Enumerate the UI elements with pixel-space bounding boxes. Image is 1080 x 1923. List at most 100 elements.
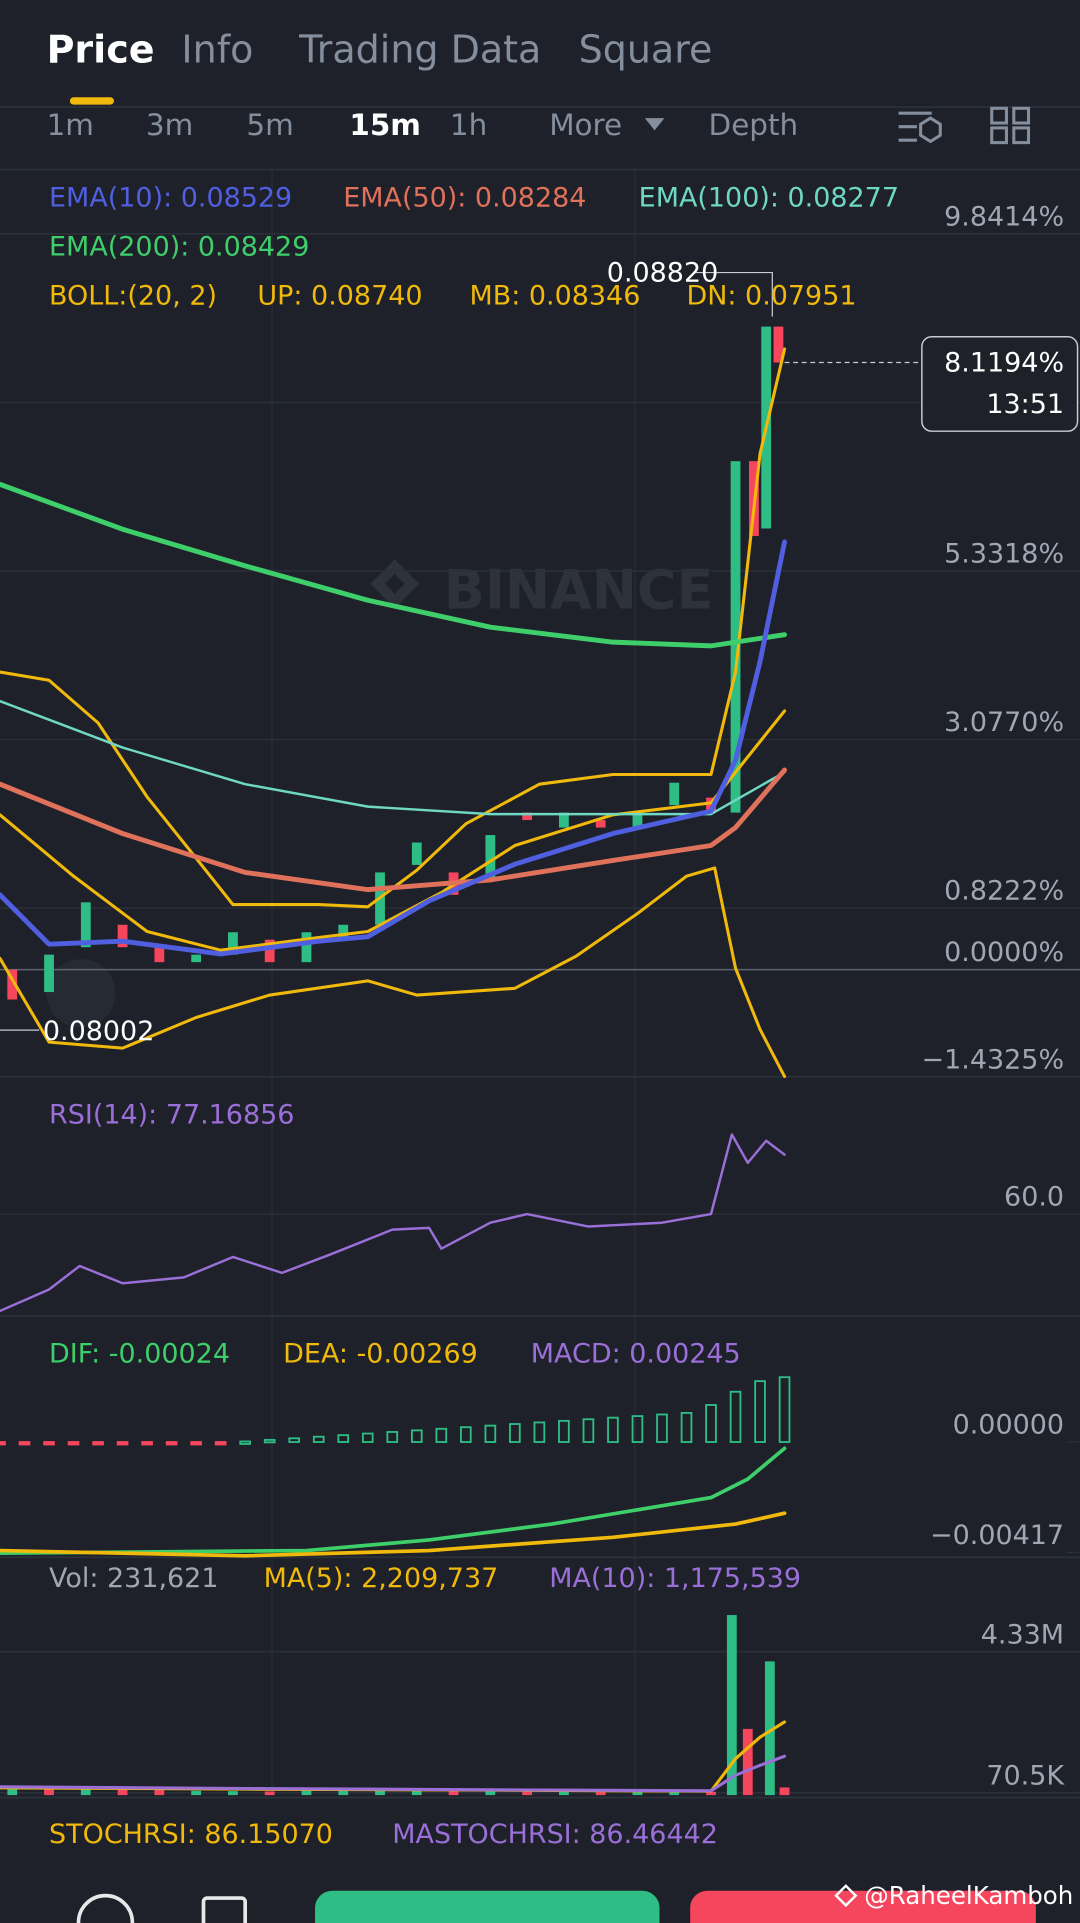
legend-entry: EMA(10): 0.08529: [49, 183, 292, 214]
macd-bar: [631, 1415, 644, 1443]
candle: [595, 820, 606, 828]
macd-bar: [67, 1441, 80, 1446]
volume-bar: [301, 1790, 312, 1796]
interval[interactable]: 3m: [146, 108, 193, 142]
volume-bar: [264, 1791, 275, 1796]
y-tick-label: 0.0000%: [944, 937, 1064, 968]
candle: [632, 812, 643, 828]
macd-bar: [778, 1376, 791, 1443]
volume-bar: [80, 1788, 91, 1796]
legend-entry: MA(5): 2,209,737: [264, 1563, 499, 1594]
volume-bar: [742, 1728, 753, 1796]
y-tick-label: 4.33M: [981, 1619, 1064, 1650]
high-pointer: [693, 271, 773, 317]
countdown: 13:51: [986, 389, 1064, 420]
candle: [522, 812, 533, 821]
macd-bar: [190, 1441, 202, 1446]
indicator-label: BOLL:(20, 2): [49, 281, 217, 312]
indicator-line: [0, 699, 786, 816]
volume-bar: [559, 1791, 569, 1796]
candle: [706, 797, 716, 813]
credit: @RaheelKamboh: [864, 1881, 1073, 1910]
tab[interactable]: Square: [579, 27, 713, 71]
current-change: 8.1194%: [944, 347, 1064, 378]
macd-bar: [214, 1441, 227, 1446]
volume-bar: [522, 1791, 533, 1796]
current-price-box: [921, 336, 1079, 432]
orders-icon[interactable]: [201, 1896, 248, 1923]
volume-bar: [595, 1791, 606, 1796]
legend-entry: MB: 0.08346: [470, 281, 641, 312]
interval[interactable]: 1m: [47, 108, 94, 142]
y-tick-label: 9.8414%: [944, 201, 1064, 232]
tab-indicator: [69, 97, 115, 105]
macd-bar: [410, 1429, 423, 1443]
legend-entry: EMA(100): 0.08277: [639, 183, 899, 214]
interval[interactable]: 1h: [450, 108, 487, 142]
macd-bar: [656, 1413, 668, 1443]
volume-bar: [228, 1791, 238, 1796]
macd-bar: [582, 1418, 595, 1443]
macd-bar: [18, 1441, 31, 1446]
candle: [228, 932, 238, 955]
legend-entry: RSI(14): 77.16856: [49, 1099, 294, 1130]
y-tick-label: 5.3318%: [944, 539, 1064, 570]
interval[interactable]: Depth: [709, 108, 799, 142]
layout-icon[interactable]: [990, 106, 1031, 145]
tab[interactable]: Price: [47, 27, 155, 71]
y-tick-label: 60.0: [1004, 1182, 1064, 1213]
candle: [7, 969, 18, 1000]
indicator-line: [0, 1511, 787, 1558]
expand-button[interactable]: [46, 959, 116, 1028]
macd-bar: [92, 1441, 104, 1446]
legend-entry: UP: 0.08740: [257, 281, 422, 312]
volume-bar: [375, 1790, 385, 1796]
legend-entry: EMA(50): 0.08284: [343, 183, 586, 214]
macd-bar: [165, 1441, 178, 1446]
volume-bar: [7, 1785, 18, 1796]
macd-bar: [558, 1419, 570, 1443]
macd-bar: [361, 1432, 374, 1443]
tab[interactable]: Trading Data: [298, 27, 541, 71]
tab[interactable]: Info: [181, 27, 253, 71]
volume-bar: [764, 1661, 775, 1796]
candle: [191, 954, 202, 963]
macd-bar: [337, 1434, 350, 1443]
watermark: BINANCE: [444, 558, 714, 621]
macd-bar: [141, 1441, 153, 1446]
interval[interactable]: More: [549, 108, 622, 142]
macd-bar: [729, 1390, 742, 1443]
candle: [411, 842, 422, 865]
interval[interactable]: 5m: [246, 108, 293, 142]
macd-bar: [509, 1423, 521, 1443]
candle: [669, 782, 680, 806]
sell-button[interactable]: [690, 1890, 1036, 1923]
macd-bar: [239, 1440, 251, 1445]
y-tick-label: 0.8222%: [944, 876, 1064, 907]
volume-bar: [632, 1792, 643, 1796]
candle: [485, 835, 496, 880]
settings-icon[interactable]: [898, 111, 942, 144]
indicator-line: [0, 1754, 787, 1793]
macd-bar: [116, 1441, 129, 1446]
y-tick-label: −0.00417: [930, 1520, 1064, 1551]
macd-bar: [484, 1424, 497, 1443]
logo-watermark: [370, 559, 420, 609]
y-tick-label: 0.00000: [953, 1410, 1064, 1441]
buy-button[interactable]: [315, 1890, 660, 1923]
candle: [338, 924, 349, 940]
legend-entry: MACD: 0.00245: [531, 1339, 741, 1370]
macd-bar: [0, 1441, 6, 1446]
macd-bar: [263, 1438, 276, 1444]
legend-entry: Vol: 231,621: [49, 1563, 218, 1594]
macd-bar: [386, 1431, 399, 1443]
volume-bar: [154, 1789, 165, 1796]
interval[interactable]: 15m: [349, 108, 421, 142]
macd-bar: [435, 1427, 448, 1443]
macd-bar: [680, 1411, 693, 1443]
indicator-line: [0, 1133, 786, 1313]
legend-entry: EMA(200): 0.08429: [49, 232, 309, 263]
macd-bar: [312, 1435, 325, 1443]
candle: [264, 939, 275, 963]
